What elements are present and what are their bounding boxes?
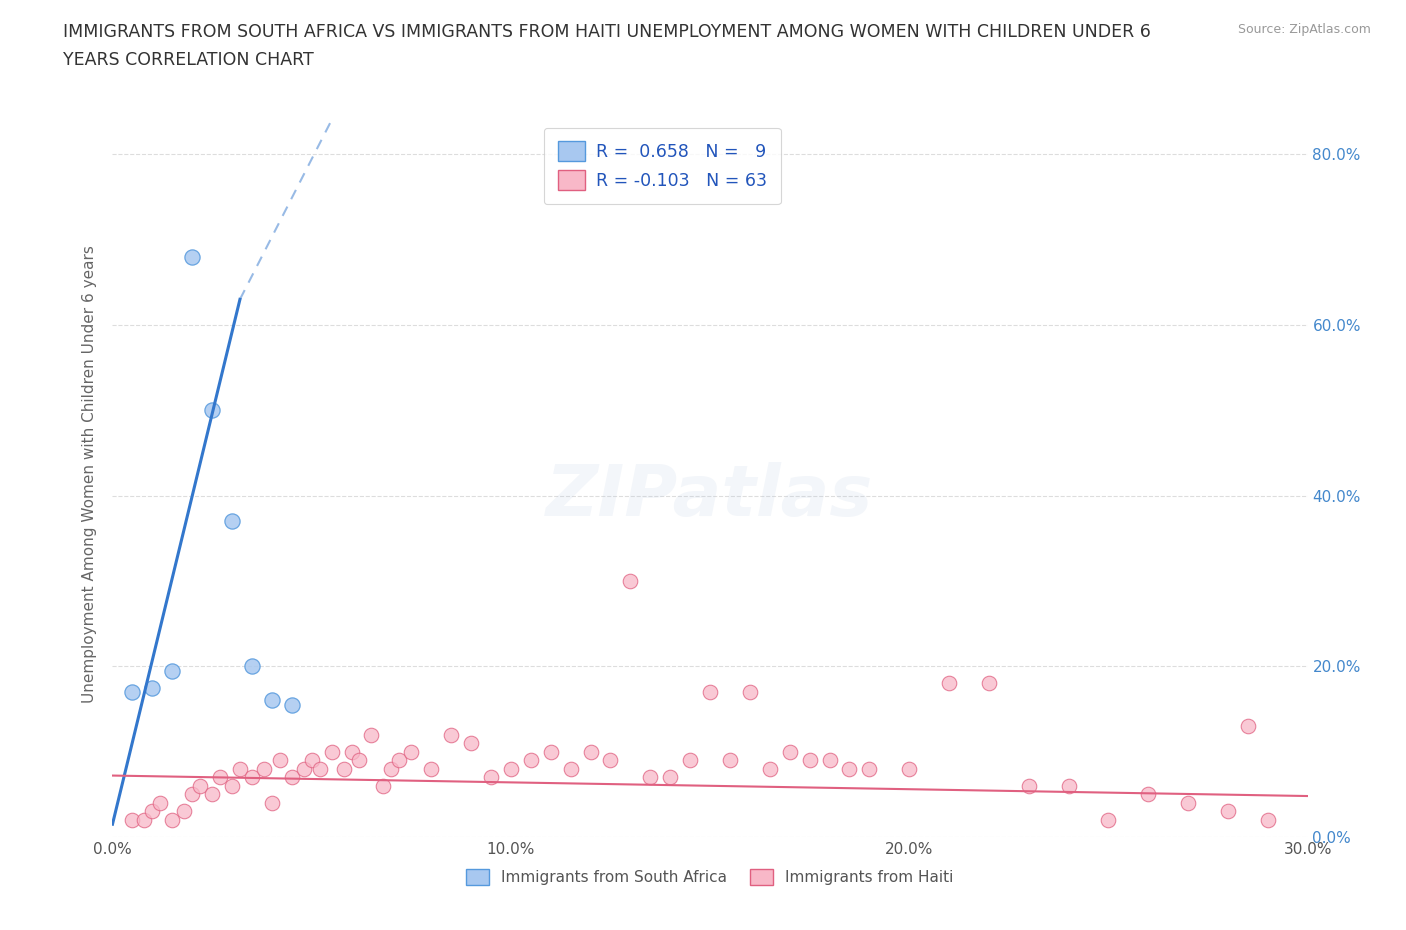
- Point: [779, 744, 801, 759]
- Point: [149, 795, 172, 810]
- Point: [938, 676, 960, 691]
- Point: [599, 752, 621, 767]
- Point: [977, 676, 1000, 691]
- Point: [1216, 804, 1239, 818]
- Point: [818, 752, 841, 767]
- Point: [373, 778, 395, 793]
- Point: [173, 804, 195, 818]
- Point: [269, 752, 291, 767]
- Point: [201, 787, 224, 802]
- Point: [321, 744, 343, 759]
- Point: [388, 752, 411, 767]
- Point: [240, 658, 263, 673]
- Point: [659, 770, 682, 785]
- Point: [560, 762, 582, 777]
- Point: [260, 693, 283, 708]
- Point: [718, 752, 741, 767]
- Point: [332, 762, 354, 777]
- Point: [201, 403, 224, 418]
- Point: [141, 804, 163, 818]
- Point: [121, 684, 143, 699]
- Point: [679, 752, 702, 767]
- Point: [281, 770, 304, 785]
- Point: [221, 778, 243, 793]
- Point: [141, 680, 163, 695]
- Point: [1237, 719, 1260, 734]
- Point: [281, 698, 304, 712]
- Point: [292, 762, 315, 777]
- Point: [579, 744, 602, 759]
- Point: [162, 663, 183, 678]
- Point: [738, 684, 761, 699]
- Point: [479, 770, 502, 785]
- Point: [759, 762, 782, 777]
- Point: [1018, 778, 1040, 793]
- Point: [401, 744, 423, 759]
- Point: [260, 795, 283, 810]
- Point: [253, 762, 276, 777]
- Text: Source: ZipAtlas.com: Source: ZipAtlas.com: [1237, 23, 1371, 36]
- Point: [898, 762, 921, 777]
- Text: YEARS CORRELATION CHART: YEARS CORRELATION CHART: [63, 51, 314, 69]
- Y-axis label: Unemployment Among Women with Children Under 6 years: Unemployment Among Women with Children U…: [82, 246, 97, 703]
- Point: [360, 727, 382, 742]
- Point: [240, 770, 263, 785]
- Point: [308, 762, 330, 777]
- Point: [1137, 787, 1160, 802]
- Point: [134, 813, 156, 828]
- Point: [858, 762, 880, 777]
- Point: [188, 778, 211, 793]
- Point: [499, 762, 522, 777]
- Point: [301, 752, 323, 767]
- Point: [540, 744, 562, 759]
- Point: [121, 813, 143, 828]
- Point: [162, 813, 183, 828]
- Point: [619, 574, 641, 589]
- Point: [209, 770, 232, 785]
- Point: [1097, 813, 1119, 828]
- Point: [440, 727, 463, 742]
- Point: [699, 684, 721, 699]
- Point: [181, 787, 204, 802]
- Point: [520, 752, 543, 767]
- Point: [460, 736, 482, 751]
- Point: [349, 752, 371, 767]
- Point: [640, 770, 662, 785]
- Text: ZIPatlas: ZIPatlas: [547, 461, 873, 530]
- Point: [221, 513, 243, 528]
- Point: [181, 249, 204, 264]
- Point: [340, 744, 363, 759]
- Legend: Immigrants from South Africa, Immigrants from Haiti: Immigrants from South Africa, Immigrants…: [460, 863, 960, 891]
- Point: [1257, 813, 1279, 828]
- Point: [838, 762, 860, 777]
- Point: [229, 762, 252, 777]
- Point: [799, 752, 821, 767]
- Point: [420, 762, 443, 777]
- Point: [380, 762, 402, 777]
- Text: IMMIGRANTS FROM SOUTH AFRICA VS IMMIGRANTS FROM HAITI UNEMPLOYMENT AMONG WOMEN W: IMMIGRANTS FROM SOUTH AFRICA VS IMMIGRAN…: [63, 23, 1152, 41]
- Point: [1177, 795, 1199, 810]
- Point: [1057, 778, 1080, 793]
